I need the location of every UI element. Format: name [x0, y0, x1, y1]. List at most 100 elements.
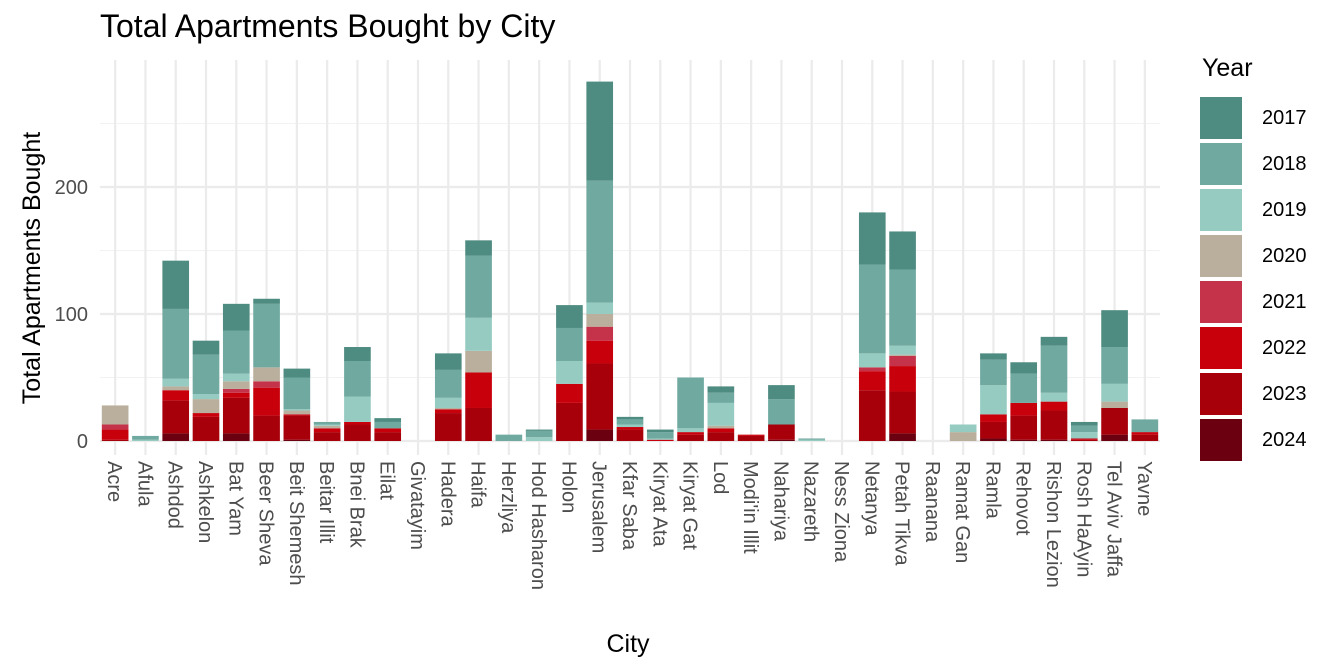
- bar-jerusalem-2023: [586, 363, 614, 430]
- x-tick-label-petah-tikva: Petah Tikva: [891, 461, 913, 566]
- bar-lod-2022: [707, 428, 735, 433]
- x-tick-label-rosh-haayin: Rosh HaAyin: [1072, 461, 1094, 577]
- bar-ashdod-2023: [162, 400, 190, 434]
- legend-label: 2019: [1262, 198, 1307, 221]
- bar-haifa-2023: [465, 407, 492, 441]
- bar-tel-aviv-jaffa-2020: [1101, 401, 1128, 408]
- legend-label: 2021: [1262, 290, 1307, 313]
- legend-swatch: [1200, 373, 1242, 415]
- bar-holon-2019: [556, 360, 583, 384]
- x-tick-label-modi-in-illit: Modi'in Illit: [739, 461, 761, 554]
- legend-item-2019: 2019: [1200, 187, 1307, 233]
- x-tick-label-bat-yam: Bat Yam: [224, 461, 246, 536]
- bar-beit-shemesh-2020: [283, 410, 311, 415]
- x-tick-label-raanana: Raanana: [921, 461, 943, 543]
- bar-petah-tikva-2018: [889, 269, 916, 346]
- bar-petah-tikva-2019: [889, 345, 916, 355]
- legend-swatch: [1200, 97, 1242, 139]
- bar-netanya-2021: [858, 367, 886, 372]
- bar-bat-yam-2023: [222, 397, 250, 434]
- bar-lod-2018: [707, 392, 735, 403]
- bar-netanya-2019: [858, 353, 886, 368]
- bar-hod-hasharon-2019: [525, 437, 553, 441]
- bar-kfar-saba-2022: [616, 427, 644, 430]
- bar-yavne-2018: [1131, 419, 1159, 433]
- bar-kiryat-ata-2017: [646, 429, 674, 433]
- bar-bat-yam-2018: [222, 330, 250, 374]
- bar-eilat-2018: [374, 421, 402, 429]
- y-tick-labels: 0 100 200: [55, 177, 88, 453]
- bar-ramla-2022: [980, 414, 1007, 422]
- bar-rosh-haayin-2017: [1070, 421, 1098, 426]
- bar-petah-tikva-2017: [889, 231, 916, 270]
- bar-ramla-2017: [980, 353, 1007, 360]
- bar-ashkelon-2017: [192, 340, 220, 355]
- bar-netanya-2022: [858, 371, 886, 391]
- x-tick-label-ashkelon: Ashkelon: [194, 461, 216, 543]
- bar-acre-2022: [101, 429, 129, 440]
- bar-bat-yam-2022: [222, 392, 250, 398]
- bar-yavne-2023: [1131, 434, 1159, 441]
- legend: Year 2017 2018 2019 2020 2021 2022 2023 2024: [1200, 54, 1307, 463]
- legend-label: 2018: [1262, 152, 1307, 175]
- bar-beit-shemesh-2024: [283, 439, 311, 441]
- bar-kfar-saba-2017: [616, 416, 644, 420]
- bar-nahariya-2023: [768, 424, 795, 440]
- legend-label: 2017: [1262, 106, 1307, 129]
- legend-item-2024: 2024: [1200, 417, 1307, 463]
- bar-petah-tikva-2022: [889, 366, 916, 392]
- legend-title: Year: [1202, 54, 1253, 82]
- bar-beer-sheva-2022: [253, 387, 280, 416]
- x-tick-label-kiryat-gat: Kiryat Gat: [679, 461, 701, 550]
- bar-holon-2017: [556, 305, 583, 328]
- bar-haifa-2020: [465, 350, 492, 373]
- bar-petah-tikva-2023: [889, 391, 916, 434]
- bar-lod-2019: [707, 402, 735, 426]
- bar-beer-sheva-2017: [253, 298, 280, 304]
- bar-ashkelon-2022: [192, 413, 220, 417]
- bar-rehovot-2023: [1010, 415, 1038, 440]
- bar-haifa-2017: [465, 240, 492, 256]
- x-tick-label-givatayim: Givatayim: [406, 461, 428, 550]
- bar-rehovot-2024: [1010, 439, 1038, 441]
- bar-petah-tikva-2024: [889, 433, 916, 441]
- bar-ramla-2018: [980, 359, 1007, 386]
- bar-ashdod-2019: [162, 378, 190, 387]
- x-tick-label-haifa: Haifa: [467, 461, 489, 509]
- bars: [101, 81, 1159, 441]
- bar-kfar-saba-2018: [616, 419, 644, 425]
- bar-eilat-2017: [374, 418, 402, 422]
- x-tick-label-beer-sheva: Beer Sheva: [255, 461, 277, 566]
- legend-swatch: [1200, 327, 1242, 369]
- bar-acre-2021: [101, 424, 129, 430]
- bar-rosh-haayin-2019: [1070, 432, 1098, 439]
- bar-ramat-gan-2019: [949, 424, 977, 433]
- bar-rishon-lezion-2019: [1040, 392, 1068, 402]
- bar-tel-aviv-jaffa-2023: [1101, 407, 1128, 435]
- bar-jerusalem-2019: [586, 302, 614, 314]
- bar-ramat-gan-2020: [949, 432, 977, 441]
- bar-tel-aviv-jaffa-2017: [1101, 310, 1128, 348]
- x-tick-label-tel-aviv-jaffa: Tel Aviv Jaffa: [1103, 461, 1125, 578]
- bar-bat-yam-2019: [222, 373, 250, 382]
- x-tick-label-yavne: Yavne: [1133, 461, 1155, 516]
- bar-jerusalem-2021: [586, 326, 614, 341]
- bar-rehovot-2018: [1010, 373, 1038, 403]
- bar-rosh-haayin-2023: [1070, 439, 1098, 441]
- legend-label: 2023: [1262, 382, 1307, 405]
- bar-nazareth-2019: [798, 439, 826, 441]
- x-tick-label-lod: Lod: [709, 461, 731, 494]
- bar-beit-shemesh-2023: [283, 415, 311, 440]
- bar-beitar-illit-2018: [313, 421, 341, 425]
- bar-hadera-2022: [434, 409, 462, 414]
- bar-netanya-2023: [858, 390, 886, 441]
- bar-tel-aviv-jaffa-2019: [1101, 383, 1128, 402]
- bar-hadera-2019: [434, 397, 462, 408]
- bar-jerusalem-2018: [586, 180, 614, 303]
- bar-rishon-lezion-2018: [1040, 345, 1068, 393]
- x-tick-label-beitar-illit: Beitar Illit: [315, 461, 337, 544]
- bar-rehovot-2017: [1010, 362, 1038, 374]
- bar-haifa-2019: [465, 317, 492, 351]
- legend-item-2022: 2022: [1200, 325, 1307, 371]
- bar-ramla-2019: [980, 385, 1007, 415]
